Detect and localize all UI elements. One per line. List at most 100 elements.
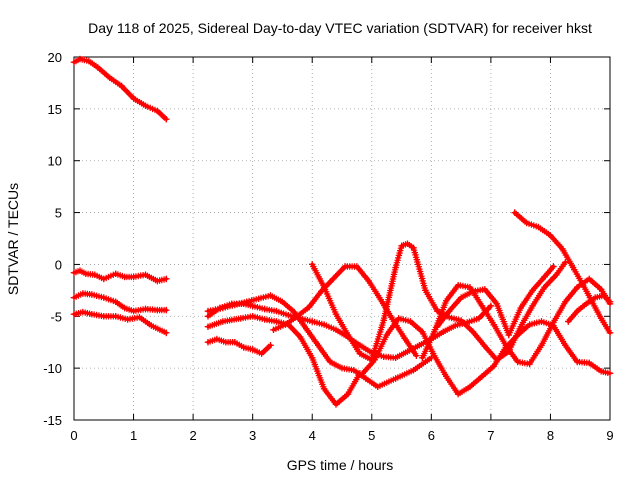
series-sat-j: [309, 240, 569, 363]
data-point: [586, 275, 593, 283]
data-point: [216, 304, 224, 312]
chart-title: Day 118 of 2025, Sidereal Day-to-day VTE…: [88, 20, 592, 36]
data-point: [434, 307, 441, 315]
y-tick-label: 15: [48, 102, 62, 117]
data-point: [315, 342, 322, 349]
data-point: [392, 375, 399, 382]
data-point: [130, 95, 137, 102]
data-point: [294, 313, 301, 320]
data-point: [452, 322, 459, 329]
data-point: [478, 373, 486, 380]
data-point: [228, 300, 235, 307]
series-sat-e: [204, 292, 435, 390]
data-point: [249, 302, 256, 310]
data-point: [457, 294, 465, 301]
series-plus-markers: [204, 313, 364, 408]
y-axis-tick-labels: -15 -10 -5 0 5 10 15 20: [43, 50, 62, 428]
x-tick-label: 4: [309, 428, 316, 443]
data-point: [329, 275, 337, 283]
data-point: [401, 334, 408, 342]
data-point: [454, 390, 462, 398]
data-point: [320, 321, 328, 328]
data-point: [249, 346, 256, 353]
series-sat-a: [70, 55, 170, 123]
data-point: [94, 64, 101, 71]
data-point: [204, 339, 212, 346]
data-point: [431, 328, 438, 335]
series-plus-markers: [309, 240, 569, 363]
data-point: [70, 294, 78, 301]
data-point: [82, 270, 90, 277]
x-tick-label: 3: [249, 428, 256, 443]
data-point: [338, 364, 346, 372]
data-point: [410, 367, 417, 374]
data-point: [332, 401, 340, 408]
data-point: [392, 354, 399, 361]
data-point: [76, 55, 84, 63]
data-point: [419, 354, 426, 361]
data-point: [529, 287, 536, 294]
data-point: [443, 297, 450, 304]
data-point: [163, 116, 170, 123]
data-point: [154, 107, 161, 115]
data-point: [413, 352, 420, 359]
data-point: [163, 329, 170, 337]
data-point: [222, 339, 230, 346]
data-point: [213, 335, 221, 343]
data-point: [240, 300, 247, 307]
data-point: [606, 298, 614, 305]
series-sat-n: [511, 209, 614, 337]
data-point: [404, 348, 411, 355]
data-point: [350, 367, 358, 374]
data-point: [285, 312, 292, 319]
data-point: [353, 263, 361, 270]
data-point: [85, 57, 93, 65]
data-point: [380, 353, 387, 360]
x-tick-label: 0: [70, 428, 77, 443]
data-point: [267, 342, 274, 349]
x-tick-label: 2: [189, 428, 196, 443]
data-point: [514, 358, 521, 366]
data-point: [70, 59, 78, 66]
data-point: [490, 321, 498, 328]
series-sat-g: [204, 313, 364, 408]
data-point: [553, 271, 560, 278]
series-sat-d: [70, 308, 170, 337]
data-point: [389, 316, 396, 323]
data-point: [362, 375, 369, 382]
x-tick-label: 8: [547, 428, 554, 443]
data-point: [466, 284, 474, 291]
data-point: [574, 307, 581, 315]
data-point: [76, 267, 84, 274]
data-point: [204, 313, 212, 320]
data-point: [478, 302, 486, 310]
data-point: [440, 328, 447, 335]
data-point: [341, 263, 349, 270]
data-point: [112, 298, 119, 305]
data-point: [249, 313, 256, 320]
data-point: [106, 74, 113, 81]
data-point: [130, 307, 137, 315]
data-point: [344, 390, 352, 398]
data-point: [365, 277, 372, 285]
data-point: [541, 284, 548, 291]
data-point: [163, 306, 170, 314]
data-point: [526, 321, 533, 328]
data-point: [148, 322, 155, 329]
data-point: [457, 317, 465, 324]
x-tick-label: 5: [368, 428, 375, 443]
data-point: [562, 259, 569, 266]
y-tick-label: 10: [48, 154, 62, 169]
data-point: [571, 266, 578, 273]
data-point: [597, 368, 605, 375]
data-point: [469, 328, 477, 335]
x-tick-label: 6: [428, 428, 435, 443]
data-point: [591, 294, 599, 301]
series-sat-c: [70, 290, 170, 315]
data-point: [142, 102, 149, 109]
data-point: [258, 350, 265, 357]
data-point: [79, 290, 87, 297]
data-point: [514, 331, 521, 339]
data-point: [88, 291, 96, 298]
